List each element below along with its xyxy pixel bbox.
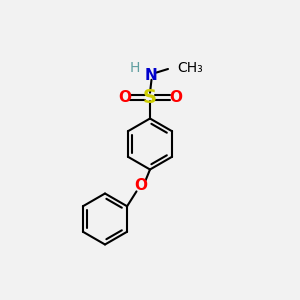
Text: S: S <box>143 88 157 107</box>
Text: O: O <box>169 90 182 105</box>
Text: O: O <box>134 178 148 194</box>
Text: H: H <box>130 61 140 74</box>
Text: N: N <box>145 68 158 82</box>
Text: CH₃: CH₃ <box>177 61 203 74</box>
Text: O: O <box>118 90 131 105</box>
